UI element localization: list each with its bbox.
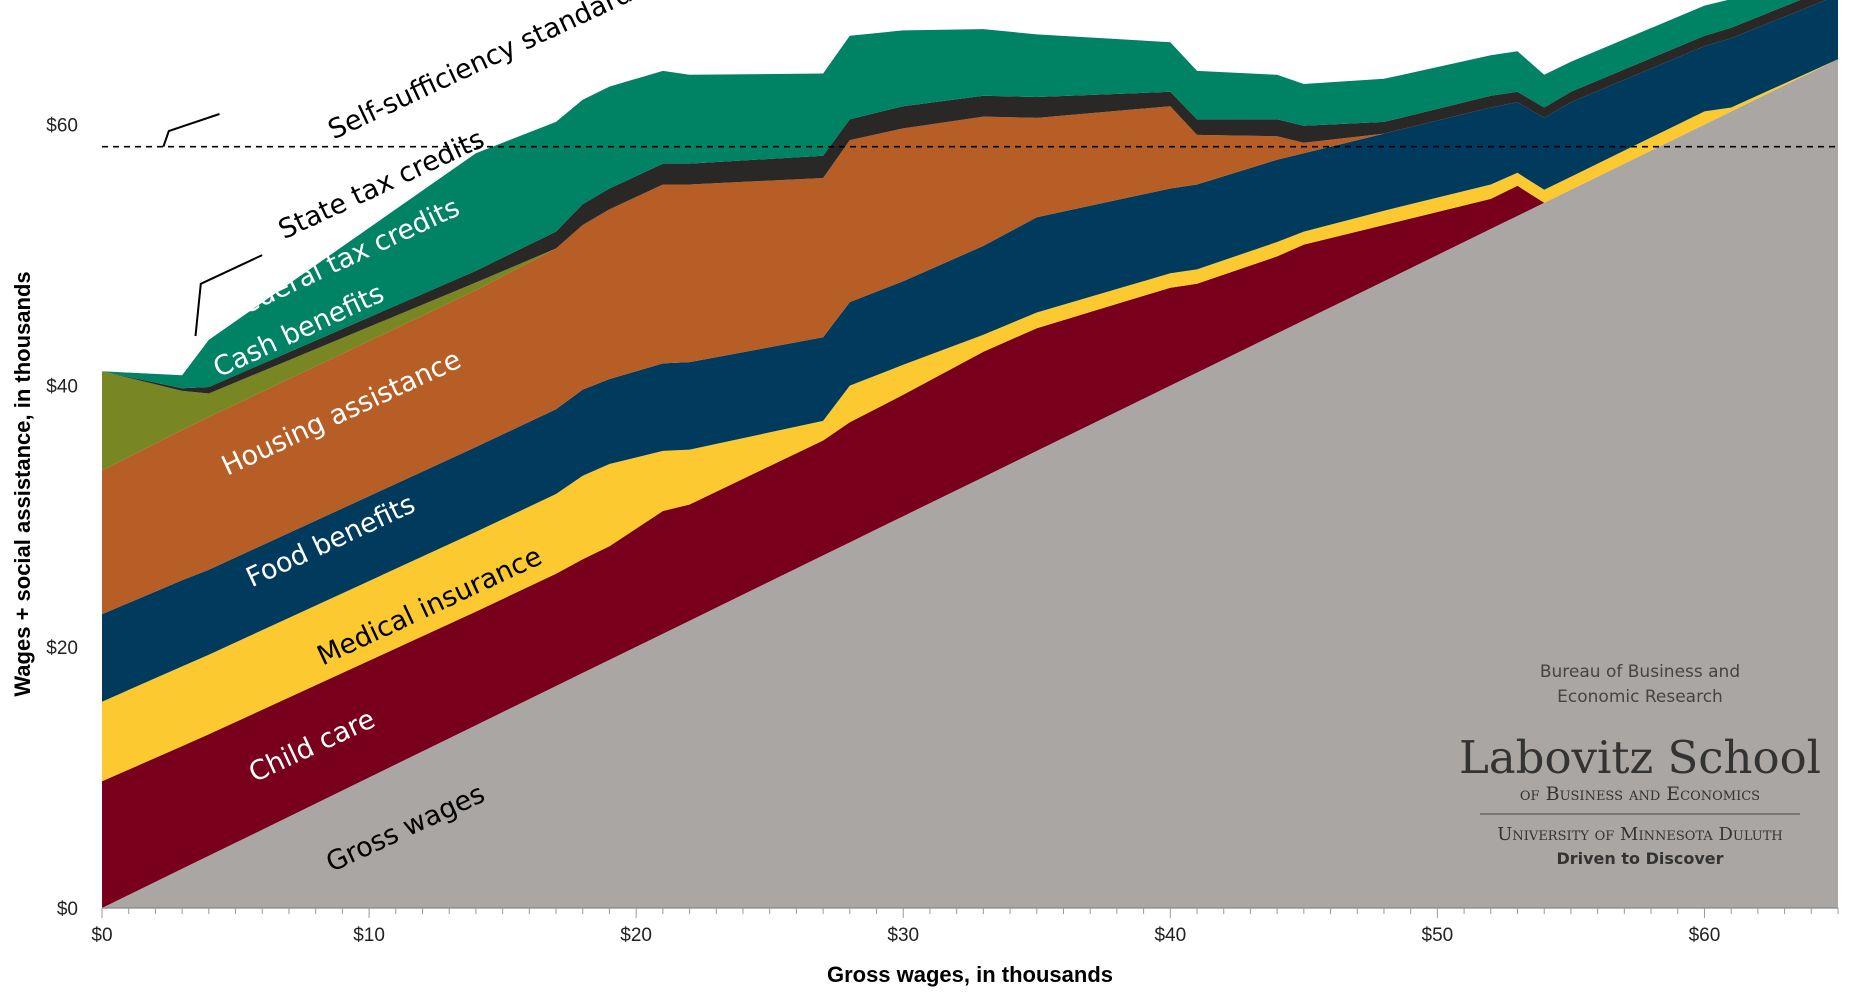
- x-axis: $0 $10 $20 $30 $40 $50 $60: [91, 907, 1839, 946]
- university-name: University of Minnesota Duluth: [1497, 824, 1783, 845]
- x-tick-label: $40: [1154, 925, 1186, 946]
- y-axis-title: Wages + social assistance, in thousands: [10, 271, 35, 696]
- y-tick-label: $20: [46, 638, 78, 659]
- bureau-line-2: Economic Research: [1557, 687, 1723, 707]
- bureau-line-1: Bureau of Business and: [1539, 662, 1741, 682]
- x-tick-label: $60: [1689, 925, 1721, 946]
- x-tick-label: $10: [353, 925, 385, 946]
- logo-divider: [1480, 813, 1800, 815]
- tagline: Driven to Discover: [1556, 849, 1724, 868]
- x-tick-label: $50: [1422, 925, 1454, 946]
- area-child-care: [102, 59, 1838, 908]
- school-name: Labovitz School: [1458, 731, 1822, 784]
- area-medical-insurance: [102, 59, 1838, 782]
- x-tick-label: $0: [91, 925, 112, 946]
- school-subtitle: of Business and Economics: [1519, 783, 1761, 805]
- callout-self-sufficiency-standard: [162, 113, 220, 148]
- x-axis-title: Gross wages, in thousands: [827, 962, 1113, 987]
- area-housing-assistance: [102, 0, 1827, 615]
- y-axis: $0 $20 $40 $60: [46, 115, 78, 920]
- y-tick-label: $0: [57, 899, 78, 920]
- labovitz-logo: Bureau of Business and Economic Research…: [1450, 660, 1830, 871]
- x-tick-label: $30: [887, 925, 919, 946]
- stacked-areas: [102, 0, 1838, 908]
- area-food-benefits: [102, 0, 1838, 702]
- callout-state-tax-credits: [194, 254, 263, 337]
- area-federal-tax-credits: [102, 0, 1801, 389]
- callout-lines: [162, 113, 263, 337]
- x-tick-label: $20: [620, 925, 652, 946]
- y-tick-label: $60: [46, 115, 78, 136]
- area-gross-wages: [102, 59, 1838, 908]
- y-tick-label: $40: [46, 377, 78, 398]
